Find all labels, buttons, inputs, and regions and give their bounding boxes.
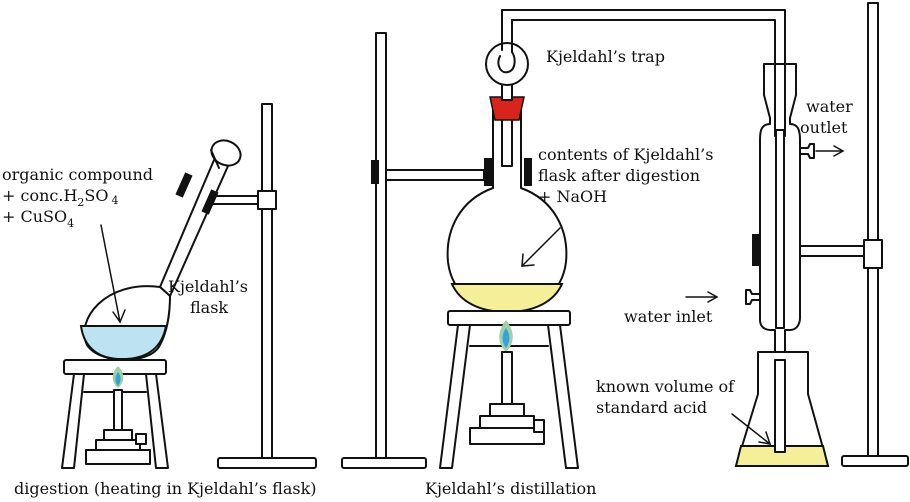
bunsen-burner-middle	[469, 320, 545, 445]
condenser-setup: water outlet water inlet known volume of…	[596, 2, 909, 467]
kjeldahl-flask	[79, 139, 242, 361]
label-known-volume-line2: standard acid	[596, 398, 707, 417]
distillation-setup: Kjeldahl’s trap contents of Kjeldahl’s f…	[341, 9, 786, 498]
label-conc-h2so4: + conc.H2SO 4	[2, 186, 118, 209]
label-kjeldahl-trap: Kjeldahl’s trap	[546, 47, 665, 66]
label-contents-line2: flask after digestion	[538, 166, 700, 185]
tripod-left	[61, 359, 169, 469]
caption-distillation: Kjeldahl’s distillation	[425, 479, 596, 498]
label-water-outlet-line2: outlet	[800, 118, 848, 137]
kjeldahl-trap	[485, 19, 529, 101]
round-bottom-flask	[446, 96, 568, 314]
label-contents-line1: contents of Kjeldahl’s	[538, 145, 713, 164]
yellow-liquid-flask	[450, 283, 564, 314]
bunsen-burner-icon	[85, 366, 151, 465]
digestion-setup: organic compound + conc.H2SO 4 + CuSO4 Kj…	[2, 103, 317, 498]
yellow-liquid-conical	[734, 445, 830, 467]
retort-stand-right	[752, 2, 909, 467]
blue-liquid	[79, 325, 168, 361]
retort-stand-left	[212, 103, 317, 469]
label-cuso4: + CuSO4	[2, 207, 74, 230]
label-water-outlet-line1: water	[806, 97, 853, 116]
label-water-inlet: water inlet	[624, 307, 713, 326]
retort-stand-middle	[341, 32, 532, 469]
label-organic-compound: organic compound	[2, 165, 153, 184]
label-kjeldahl-flask-line2: flask	[190, 298, 228, 317]
label-known-volume-line1: known volume of	[596, 377, 735, 396]
label-contents-line3: + NaOH	[538, 187, 607, 206]
conical-flask	[734, 351, 830, 467]
caption-digestion: digestion (heating in Kjeldahl’s flask)	[14, 479, 317, 498]
label-kjeldahl-flask-line1: Kjeldahl’s	[168, 277, 248, 296]
